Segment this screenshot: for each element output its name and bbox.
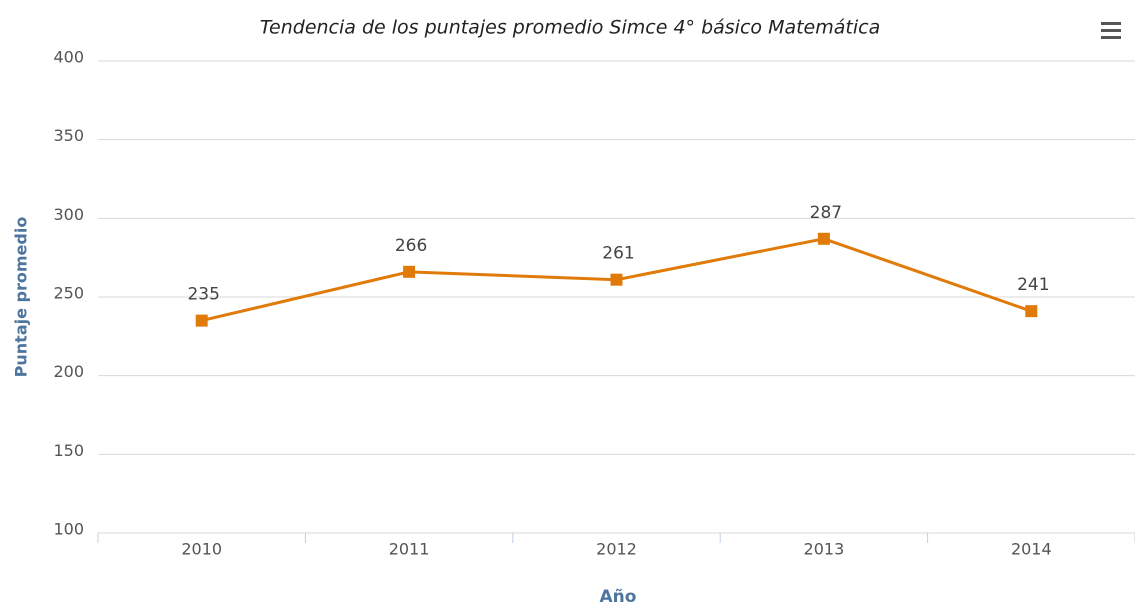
- data-label: 266: [395, 236, 427, 256]
- menu-bar: [1101, 22, 1121, 25]
- x-tick-label: 2013: [804, 540, 845, 559]
- x-tick-label: 2012: [596, 540, 637, 559]
- data-label: 287: [810, 203, 842, 223]
- marker: [817, 232, 830, 245]
- x-tick-label: 2011: [389, 540, 430, 559]
- y-tick-label: 200: [53, 362, 84, 381]
- x-tick-label: 2014: [1011, 540, 1052, 559]
- y-tick-label: 150: [53, 441, 84, 460]
- chart-title: Tendencia de los puntajes promedio Simce…: [260, 17, 880, 39]
- marker: [610, 273, 623, 286]
- marker: [1025, 305, 1038, 318]
- y-tick-label: 350: [53, 126, 84, 145]
- x-tick-label: 2010: [181, 540, 222, 559]
- x-axis-title: Año: [600, 587, 637, 607]
- data-label: 235: [187, 285, 219, 305]
- y-axis-title: Puntaje promedio: [12, 217, 31, 378]
- menu-bar: [1101, 36, 1121, 39]
- data-label: 241: [1017, 275, 1049, 295]
- marker: [195, 314, 208, 327]
- marker: [403, 265, 416, 278]
- y-tick-label: 100: [53, 520, 84, 539]
- menu-bar: [1101, 29, 1121, 32]
- data-label: 261: [602, 244, 634, 264]
- y-tick-label: 300: [53, 205, 84, 224]
- y-tick-label: 250: [53, 284, 84, 303]
- y-tick-label: 400: [53, 48, 84, 67]
- menu-button[interactable]: [1101, 22, 1121, 39]
